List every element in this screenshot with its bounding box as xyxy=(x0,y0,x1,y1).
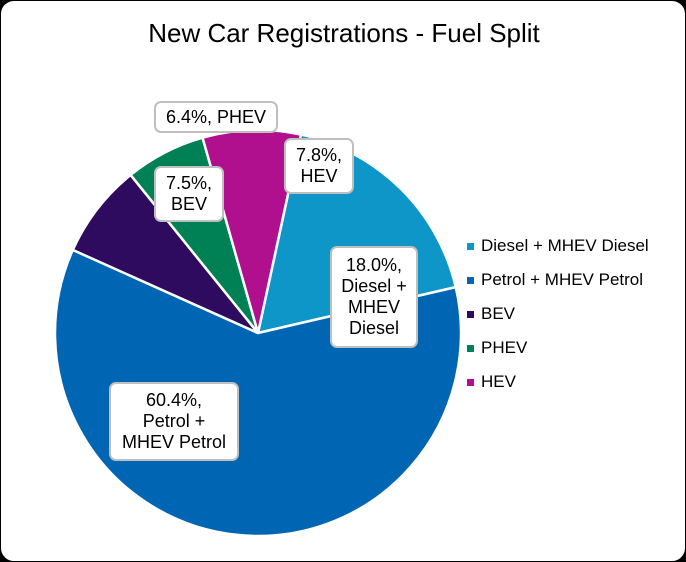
legend-item-hev: HEV xyxy=(467,365,649,399)
legend-label: Petrol + MHEV Petrol xyxy=(481,270,644,289)
legend-item-phev: PHEV xyxy=(467,331,649,365)
data-label-bev: 7.5%, BEV xyxy=(154,166,224,222)
legend-swatch xyxy=(467,310,474,318)
legend-item-diesel: Diesel + MHEV Diesel xyxy=(467,229,649,263)
legend-label: PHEV xyxy=(481,338,528,357)
data-label-petrol: 60.4%, Petrol + MHEV Petrol xyxy=(109,382,239,461)
legend-swatch xyxy=(467,276,474,284)
legend-item-petrol: Petrol + MHEV Petrol xyxy=(467,263,649,297)
data-label-phev: 6.4%, PHEV xyxy=(154,101,278,133)
pie-slice-bev xyxy=(71,173,259,335)
legend-swatch xyxy=(467,344,474,352)
chart-legend: Diesel + MHEV Diesel Petrol + MHEV Petro… xyxy=(467,229,649,399)
legend-label: Diesel + MHEV Diesel xyxy=(481,236,649,255)
legend-label: BEV xyxy=(481,304,516,323)
chart-title: New Car Registrations - Fuel Split xyxy=(148,18,540,48)
legend-swatch xyxy=(467,242,474,250)
legend-item-bev: BEV xyxy=(467,297,649,331)
legend-label: HEV xyxy=(481,372,516,391)
data-label-diesel: 18.0%, Diesel + MHEV Diesel xyxy=(330,246,418,348)
data-label-hev: 7.8%, HEV xyxy=(284,138,354,194)
legend-swatch xyxy=(467,378,474,386)
